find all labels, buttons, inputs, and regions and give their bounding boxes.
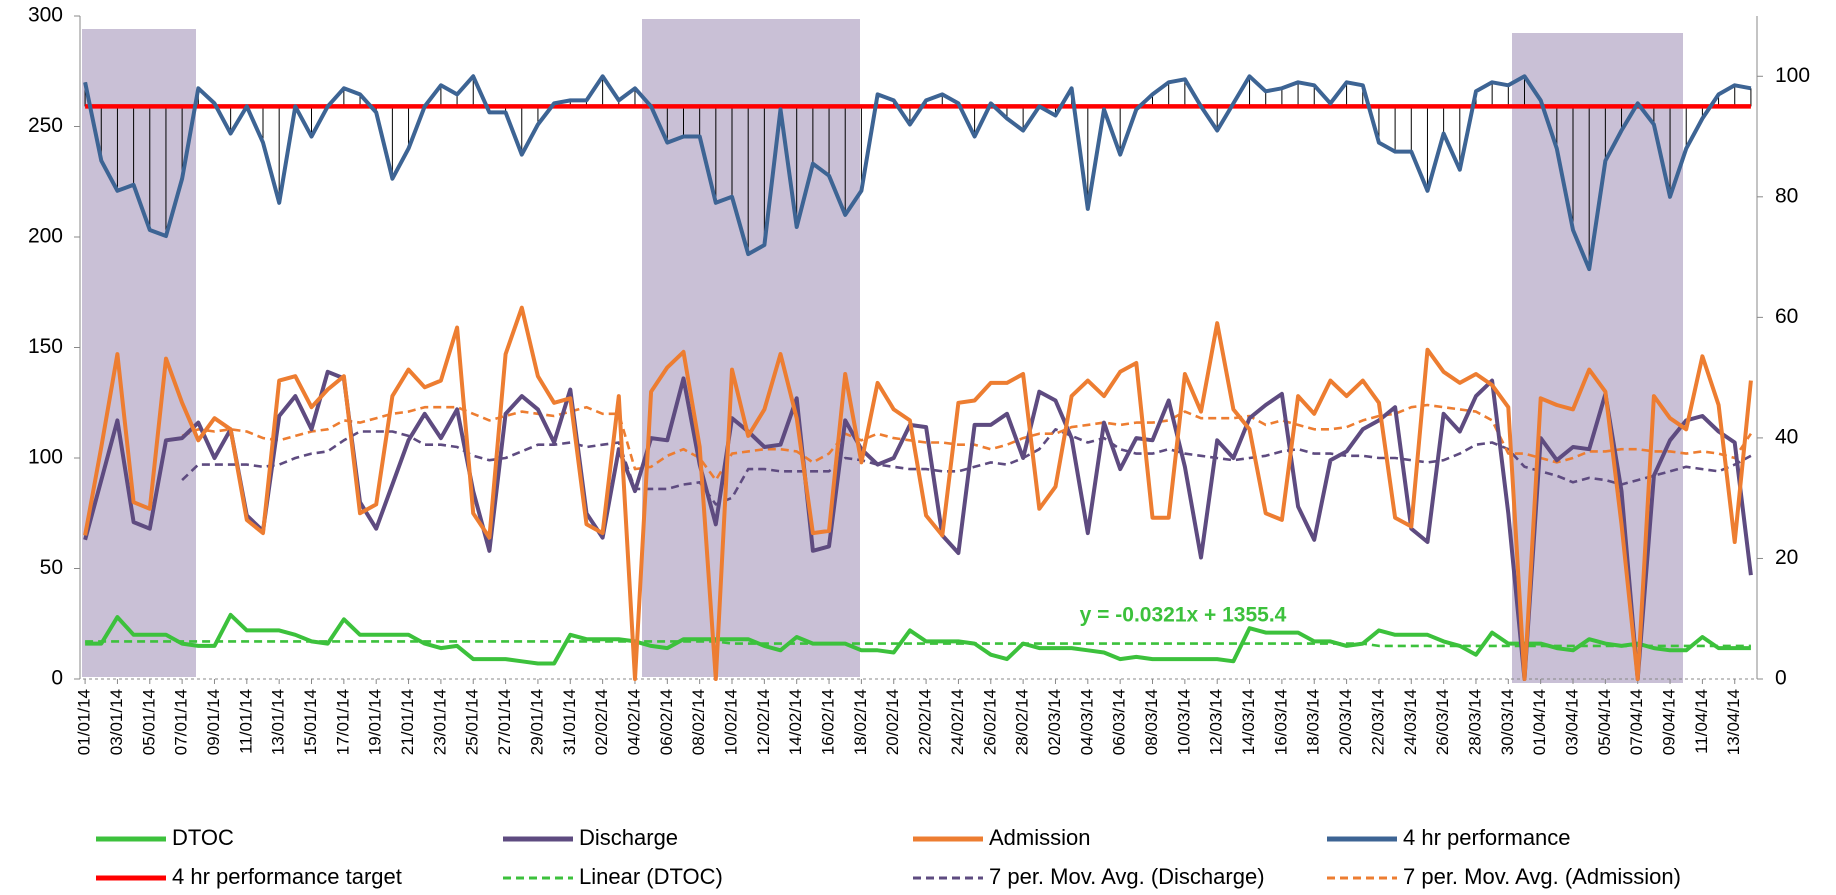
- x-tick-label: 04/02/14: [624, 689, 643, 755]
- x-tick-label: 27/01/14: [495, 689, 514, 755]
- x-tick-label: 21/01/14: [398, 689, 417, 755]
- x-tick-label: 20/02/14: [883, 689, 902, 755]
- x-tick-label: 03/04/14: [1562, 689, 1581, 755]
- legend-label: DTOC: [172, 825, 234, 850]
- x-tick-label: 11/04/14: [1692, 689, 1711, 754]
- x-tick-label: 13/01/14: [269, 689, 288, 755]
- legend-label: 4 hr performance target: [172, 864, 402, 889]
- dashed-line: [181, 428, 1752, 506]
- x-tick-label: 14/02/14: [786, 689, 805, 755]
- x-tick-label: 06/03/14: [1110, 689, 1129, 755]
- series-line: [85, 612, 1751, 666]
- x-tick-label: 28/02/14: [1013, 689, 1032, 755]
- y2-tick-label: 0: [1775, 667, 1787, 690]
- y-tick-label: 150: [28, 335, 63, 358]
- x-tick-label: 16/02/14: [819, 689, 838, 755]
- y-tick-label: 50: [40, 556, 63, 579]
- legend-label: 7 per. Mov. Avg. (Discharge): [989, 864, 1265, 889]
- x-tick-label: 01/01/14: [75, 689, 94, 755]
- dashed-line: [181, 403, 1752, 482]
- x-tick-label: 07/04/14: [1627, 689, 1646, 755]
- y2-tick-label: 100: [1775, 64, 1810, 87]
- series-line: [83, 305, 1753, 681]
- x-tick-label: 26/03/14: [1433, 689, 1452, 755]
- shaded-period: [642, 19, 860, 677]
- x-tick-label: 23/01/14: [430, 689, 449, 755]
- x-tick-label: 29/01/14: [527, 689, 546, 755]
- y2-tick-label: 20: [1775, 546, 1798, 569]
- x-tick-label: 05/04/14: [1595, 689, 1614, 755]
- y-tick-label: 0: [51, 667, 63, 690]
- y-tick-label: 300: [28, 4, 63, 27]
- x-tick-label: 08/02/14: [689, 689, 708, 755]
- y2-tick-label: 40: [1775, 425, 1798, 448]
- x-tick-label: 24/03/14: [1401, 689, 1420, 755]
- x-tick-label: 09/04/14: [1660, 689, 1679, 755]
- x-tick-label: 12/03/14: [1207, 689, 1226, 755]
- x-tick-label: 31/01/14: [560, 689, 579, 755]
- x-tick-label: 08/03/14: [1142, 689, 1161, 755]
- series-line: [83, 74, 1752, 272]
- x-tick-label: 04/03/14: [1077, 689, 1096, 755]
- x-tick-label: 12/02/14: [754, 689, 773, 755]
- x-tick-label: 15/01/14: [301, 689, 320, 755]
- x-tick-label: 26/02/14: [980, 689, 999, 755]
- legend-label: Admission: [989, 825, 1090, 850]
- x-tick-label: 18/03/14: [1304, 689, 1323, 755]
- x-tick-label: 03/01/14: [107, 689, 126, 755]
- x-tick-label: 28/03/14: [1465, 689, 1484, 755]
- x-tick-label: 01/04/14: [1530, 689, 1549, 755]
- x-tick-label: 30/03/14: [1498, 689, 1517, 755]
- x-tick-label: 09/01/14: [204, 689, 223, 755]
- x-tick-label: 20/03/14: [1336, 689, 1355, 755]
- x-tick-label: 14/03/14: [1239, 689, 1258, 755]
- trend-equation: y = -0.0321x + 1355.4: [1080, 604, 1287, 627]
- x-tick-label: 16/03/14: [1271, 689, 1290, 755]
- x-tick-label: 06/02/14: [657, 689, 676, 755]
- shaded-period: [82, 29, 196, 677]
- legend-label: Linear (DTOC): [579, 864, 723, 889]
- x-tick-label: 11/01/14: [236, 689, 255, 754]
- x-tick-label: 22/02/14: [916, 689, 935, 755]
- y-tick-label: 100: [28, 446, 63, 469]
- x-tick-label: 02/03/14: [1045, 689, 1064, 755]
- x-tick-label: 19/01/14: [366, 689, 385, 755]
- x-tick-label: 10/03/14: [1174, 689, 1193, 755]
- legend-label: 4 hr performance: [1403, 825, 1571, 850]
- y2-tick-label: 60: [1775, 305, 1798, 328]
- series-line: [83, 369, 1753, 681]
- y-tick-label: 200: [28, 225, 63, 248]
- dashed-line: [85, 640, 1751, 648]
- x-tick-label: 24/02/14: [948, 689, 967, 755]
- shaded-period: [1512, 33, 1683, 683]
- x-tick-label: 13/04/14: [1724, 689, 1743, 755]
- y-tick-label: 250: [28, 114, 63, 137]
- x-tick-label: 07/01/14: [172, 689, 191, 755]
- x-tick-label: 02/02/14: [592, 689, 611, 755]
- legend-label: Discharge: [579, 825, 678, 850]
- x-tick-label: 05/01/14: [139, 689, 158, 755]
- x-tick-label: 25/01/14: [463, 689, 482, 755]
- x-tick-label: 18/02/14: [851, 689, 870, 755]
- x-tick-label: 17/01/14: [333, 689, 352, 755]
- x-tick-label: 22/03/14: [1368, 689, 1387, 755]
- legend-label: 7 per. Mov. Avg. (Admission): [1403, 864, 1681, 889]
- y2-tick-label: 80: [1775, 184, 1798, 207]
- x-tick-label: 10/02/14: [721, 689, 740, 755]
